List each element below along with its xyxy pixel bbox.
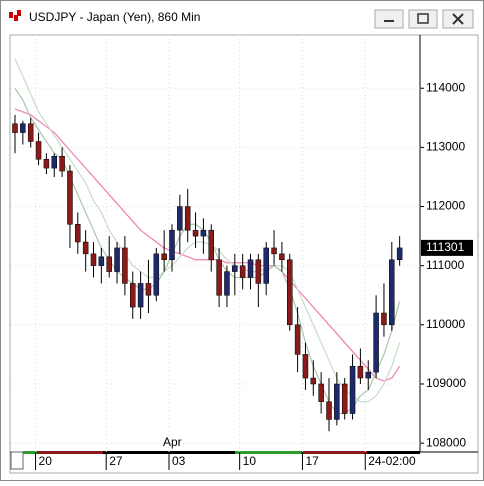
candle-body bbox=[137, 283, 144, 308]
candle-body bbox=[51, 156, 57, 169]
last-price-label: 111301 bbox=[426, 240, 465, 254]
y-tick-label: 113000 bbox=[426, 140, 465, 154]
candle-body bbox=[271, 247, 277, 255]
candle-body bbox=[239, 265, 246, 278]
candle-body bbox=[12, 123, 18, 133]
candle-body bbox=[255, 259, 262, 284]
candle-body bbox=[75, 224, 81, 243]
candle-body bbox=[216, 259, 222, 296]
candle-body bbox=[365, 371, 371, 379]
candle-body bbox=[130, 283, 136, 308]
y-tick-label: 109000 bbox=[426, 376, 466, 390]
candle-body bbox=[106, 256, 112, 272]
x-tick-label: 10 bbox=[243, 454, 257, 468]
y-tick-label: 108000 bbox=[426, 435, 466, 449]
candle-body bbox=[35, 141, 42, 160]
candle-body bbox=[381, 312, 387, 326]
x-tick-label: 24-02:00 bbox=[368, 454, 416, 468]
candle-body bbox=[114, 247, 120, 272]
y-tick-label: 110000 bbox=[426, 317, 465, 331]
candle-body bbox=[357, 365, 364, 379]
candle-body bbox=[82, 241, 89, 255]
candle-body bbox=[200, 229, 207, 237]
minimize-button[interactable] bbox=[374, 9, 404, 29]
candle-body bbox=[263, 247, 269, 284]
candle-body bbox=[27, 123, 34, 142]
y-tick-label: 112000 bbox=[426, 199, 465, 213]
candle-body bbox=[294, 324, 301, 355]
session-band bbox=[23, 451, 420, 454]
x-tick-label: 27 bbox=[109, 454, 123, 468]
candle-body bbox=[169, 229, 175, 261]
candle-body bbox=[177, 206, 183, 231]
candle-body bbox=[247, 259, 254, 278]
app-icon bbox=[9, 10, 21, 21]
candle-body bbox=[161, 253, 167, 261]
candle-body bbox=[279, 253, 285, 261]
candle-body bbox=[349, 365, 356, 414]
window-title: USDJPY - Japan (Yen), 860 Min bbox=[29, 10, 200, 24]
candle-body bbox=[326, 401, 332, 420]
candle-body bbox=[59, 156, 65, 172]
moving-average-line bbox=[14, 58, 401, 403]
y-tick-label: 114000 bbox=[426, 80, 465, 94]
candle-body bbox=[224, 271, 230, 296]
candle-body bbox=[67, 170, 73, 225]
last-price-box bbox=[421, 239, 473, 256]
candle-body bbox=[153, 253, 160, 296]
candle-body bbox=[373, 312, 379, 373]
candle-body bbox=[184, 206, 191, 231]
candle-body bbox=[302, 354, 309, 379]
candle-body bbox=[20, 123, 26, 133]
x-tick-label: 20 bbox=[39, 454, 53, 468]
candle-body bbox=[389, 259, 395, 326]
maximize-button[interactable] bbox=[408, 9, 438, 29]
month-label: Apr bbox=[163, 435, 182, 449]
candle-body bbox=[98, 256, 105, 266]
candle-body bbox=[396, 247, 403, 261]
candle-body bbox=[192, 229, 199, 237]
candle-body bbox=[90, 253, 97, 266]
candle-body bbox=[122, 247, 128, 284]
candle-body bbox=[334, 383, 340, 420]
x-tick-label: 03 bbox=[172, 454, 186, 468]
scroll-box[interactable] bbox=[10, 451, 24, 470]
candle-body bbox=[310, 377, 317, 385]
chart-frame bbox=[9, 34, 479, 474]
candle-body bbox=[232, 265, 238, 272]
y-tick-label: 111000 bbox=[426, 258, 465, 272]
candle-body bbox=[145, 283, 152, 296]
x-tick-label: 17 bbox=[305, 454, 319, 468]
candle-body bbox=[287, 259, 293, 326]
candle-body bbox=[318, 383, 324, 402]
candle-body bbox=[341, 383, 348, 414]
candle-body bbox=[208, 229, 214, 261]
close-button[interactable] bbox=[442, 9, 474, 29]
candle-body bbox=[43, 158, 50, 169]
moving-average-line bbox=[14, 108, 401, 382]
